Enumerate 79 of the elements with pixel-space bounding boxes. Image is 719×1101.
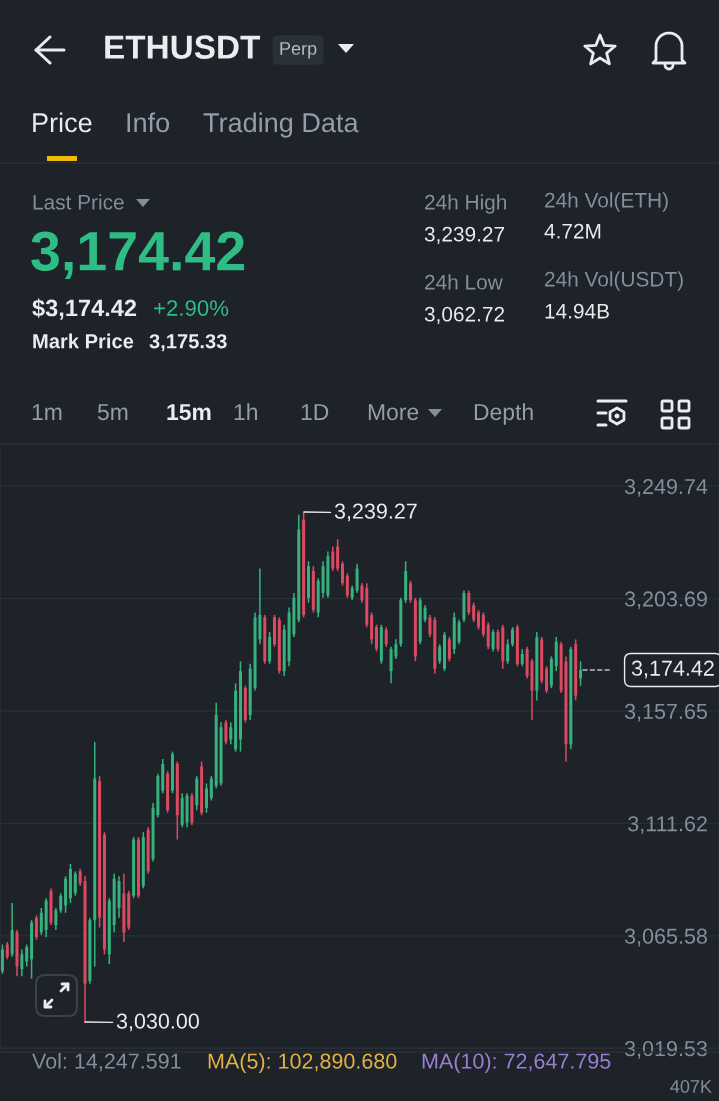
candlestick bbox=[306, 560, 310, 604]
text: Vol: 14,247.591 bbox=[32, 1052, 181, 1072]
text: 24h Vol(ETH) bbox=[545, 192, 668, 212]
ref-line-label: 3,174.42 bbox=[631, 660, 714, 679]
text: Mark Price bbox=[33, 333, 134, 349]
candlestick bbox=[229, 721, 233, 746]
text: +2.90% bbox=[154, 300, 229, 316]
candlestick bbox=[409, 579, 413, 604]
candlestick bbox=[511, 626, 515, 648]
y-tick-label: 3,019.53 bbox=[624, 1041, 707, 1059]
text: MA(5): 102,890.680 bbox=[208, 1052, 397, 1074]
candlestick bbox=[579, 660, 583, 687]
text: 24h High bbox=[425, 194, 507, 214]
text: 1m bbox=[32, 404, 62, 420]
candlestick bbox=[491, 628, 495, 653]
candlestick bbox=[340, 560, 344, 587]
text: Last Price bbox=[33, 194, 124, 210]
text: Depth bbox=[474, 403, 533, 425]
text: 3,175.33 bbox=[149, 334, 227, 352]
candlestick bbox=[481, 611, 485, 638]
text: ETHUSDT bbox=[105, 35, 261, 59]
text: MA(10): 72,647.795 bbox=[422, 1052, 611, 1074]
y-tick-label: 3,065.58 bbox=[624, 928, 707, 947]
y-tick-label: 3,249.74 bbox=[624, 478, 708, 497]
candlestick bbox=[73, 870, 77, 897]
text: 15m bbox=[167, 404, 211, 421]
candlestick bbox=[486, 621, 490, 650]
candlestick bbox=[438, 643, 442, 665]
text: $3,174.42 bbox=[32, 298, 137, 320]
candlestick bbox=[355, 562, 359, 594]
y-tick-label: 3,157.65 bbox=[624, 703, 707, 722]
candlestick bbox=[389, 645, 393, 685]
text: 24h Low bbox=[425, 274, 503, 290]
candlestick bbox=[428, 614, 432, 638]
candlestick bbox=[272, 614, 276, 648]
candlestick bbox=[331, 545, 335, 572]
candlestick bbox=[59, 892, 63, 914]
candlestick bbox=[20, 948, 24, 978]
text: 1h bbox=[234, 403, 257, 420]
candlestick bbox=[34, 914, 38, 941]
text: 407K bbox=[670, 1080, 712, 1093]
text: Trading Data bbox=[203, 112, 359, 138]
candlestick bbox=[204, 782, 208, 814]
annotation: 3,239.27 bbox=[334, 503, 417, 522]
candlestick bbox=[39, 907, 43, 936]
text: 4.72M bbox=[544, 223, 601, 239]
candlestick bbox=[375, 623, 379, 653]
text: 3,174.42 bbox=[31, 231, 245, 279]
text: 5m bbox=[97, 404, 128, 421]
candlestick bbox=[336, 538, 340, 572]
candlestick bbox=[25, 943, 29, 968]
candlestick bbox=[467, 589, 471, 616]
candlestick bbox=[472, 601, 476, 624]
text: More bbox=[368, 404, 419, 421]
candlestick bbox=[224, 719, 228, 746]
text: Price bbox=[33, 112, 92, 133]
candlestick bbox=[345, 572, 349, 599]
candlestick bbox=[54, 907, 58, 931]
candlestick bbox=[443, 631, 447, 672]
y-tick-label: 3,111.62 bbox=[628, 816, 707, 834]
candlestick bbox=[209, 775, 213, 802]
candlestick bbox=[0, 943, 4, 975]
text: Perp bbox=[280, 42, 317, 59]
text: 24h Vol(USDT) bbox=[545, 271, 683, 291]
text: 1D bbox=[301, 404, 329, 420]
text: Info bbox=[127, 112, 170, 133]
y-tick-label: 3,203.69 bbox=[624, 591, 707, 610]
text: 3,062.72 bbox=[424, 306, 505, 325]
candlestick bbox=[545, 665, 549, 694]
annotation: 3,030.00 bbox=[116, 1013, 199, 1032]
candlestick bbox=[457, 619, 461, 645]
text: 3,239.27 bbox=[424, 226, 505, 245]
candlestick bbox=[447, 636, 451, 663]
candlestick bbox=[496, 628, 500, 653]
candlestick bbox=[360, 582, 364, 604]
candlestick bbox=[384, 626, 388, 648]
text: 14.94B bbox=[545, 303, 609, 319]
candlestick bbox=[506, 638, 510, 665]
candlestick bbox=[477, 609, 481, 631]
